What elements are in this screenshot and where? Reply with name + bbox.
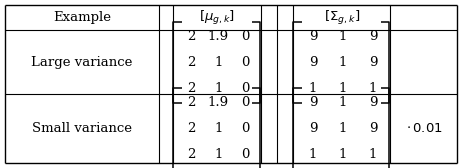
Text: 9: 9 bbox=[309, 122, 317, 135]
Text: 1: 1 bbox=[339, 30, 347, 43]
Text: 1: 1 bbox=[214, 122, 223, 135]
Text: 1: 1 bbox=[339, 122, 347, 135]
Text: $[\mu_{g,k}]$: $[\mu_{g,k}]$ bbox=[199, 9, 235, 27]
Text: 0: 0 bbox=[241, 56, 249, 69]
Text: $\cdot\,0.01$: $\cdot\,0.01$ bbox=[406, 122, 442, 135]
Text: 1: 1 bbox=[339, 82, 347, 95]
Text: 2: 2 bbox=[187, 30, 195, 43]
Text: 1: 1 bbox=[339, 96, 347, 109]
Text: 1: 1 bbox=[369, 82, 377, 95]
Text: 2: 2 bbox=[187, 96, 195, 109]
Text: 2: 2 bbox=[187, 148, 195, 161]
Text: 1: 1 bbox=[309, 82, 317, 95]
Text: 1: 1 bbox=[339, 148, 347, 161]
Text: Example: Example bbox=[53, 11, 111, 24]
Text: 1: 1 bbox=[214, 148, 223, 161]
Text: 2: 2 bbox=[187, 122, 195, 135]
Text: 1: 1 bbox=[369, 148, 377, 161]
Text: 1: 1 bbox=[309, 148, 317, 161]
Text: 9: 9 bbox=[309, 96, 317, 109]
Text: 0: 0 bbox=[241, 122, 249, 135]
Text: 1: 1 bbox=[339, 56, 347, 69]
Text: 0: 0 bbox=[241, 96, 249, 109]
Text: 0: 0 bbox=[241, 82, 249, 95]
Text: 9: 9 bbox=[369, 122, 377, 135]
Text: 1.9: 1.9 bbox=[208, 30, 229, 43]
Text: 1.9: 1.9 bbox=[208, 96, 229, 109]
Text: Large variance: Large variance bbox=[31, 56, 133, 69]
Text: 0: 0 bbox=[241, 148, 249, 161]
Text: 2: 2 bbox=[187, 82, 195, 95]
Text: 9: 9 bbox=[369, 30, 377, 43]
Text: Small variance: Small variance bbox=[32, 122, 132, 135]
Text: 9: 9 bbox=[309, 30, 317, 43]
Text: 9: 9 bbox=[369, 56, 377, 69]
Text: 1: 1 bbox=[214, 56, 223, 69]
Text: $[\Sigma_{g,k}]$: $[\Sigma_{g,k}]$ bbox=[324, 9, 360, 27]
Text: 0: 0 bbox=[241, 30, 249, 43]
Text: 1: 1 bbox=[214, 82, 223, 95]
Text: 9: 9 bbox=[369, 96, 377, 109]
Text: 2: 2 bbox=[187, 56, 195, 69]
Text: 9: 9 bbox=[309, 56, 317, 69]
